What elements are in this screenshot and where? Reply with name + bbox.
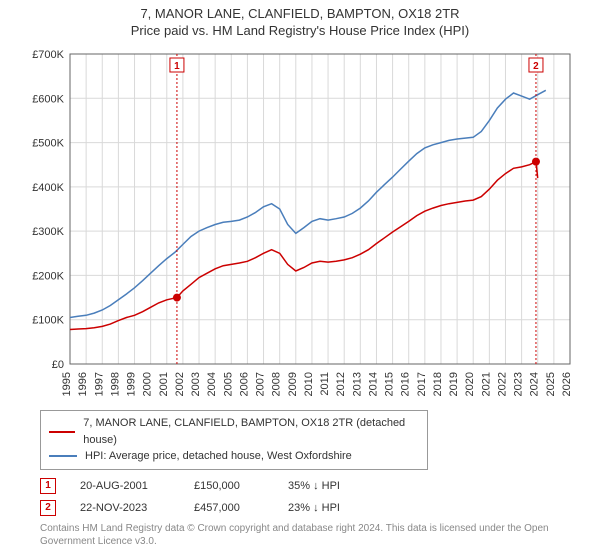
svg-text:2015: 2015 bbox=[384, 372, 396, 396]
svg-text:1: 1 bbox=[174, 61, 180, 72]
legend: 7, MANOR LANE, CLANFIELD, BAMPTON, OX18 … bbox=[40, 410, 428, 470]
svg-text:2022: 2022 bbox=[496, 372, 508, 396]
legend-row-property: 7, MANOR LANE, CLANFIELD, BAMPTON, OX18 … bbox=[49, 415, 419, 448]
svg-text:2026: 2026 bbox=[561, 372, 573, 396]
svg-text:2025: 2025 bbox=[545, 372, 557, 396]
svg-text:2013: 2013 bbox=[351, 372, 363, 396]
svg-text:2009: 2009 bbox=[287, 372, 299, 396]
svg-text:2000: 2000 bbox=[142, 372, 154, 396]
svg-text:2023: 2023 bbox=[513, 372, 525, 396]
event-badge-2: 2 bbox=[40, 500, 56, 516]
svg-text:£600K: £600K bbox=[32, 93, 64, 105]
legend-swatch-hpi bbox=[49, 455, 77, 457]
svg-text:2004: 2004 bbox=[206, 372, 218, 396]
svg-text:1997: 1997 bbox=[93, 372, 105, 396]
svg-text:2019: 2019 bbox=[448, 372, 460, 396]
line-chart-svg: £0 £100K £200K £300K £400K £500K £600K £700K 199… bbox=[20, 44, 580, 404]
svg-text:2014: 2014 bbox=[367, 372, 379, 396]
svg-text:£100K: £100K bbox=[32, 315, 64, 327]
svg-text:£0: £0 bbox=[52, 359, 64, 371]
svg-text:2024: 2024 bbox=[529, 372, 541, 396]
svg-text:2007: 2007 bbox=[255, 372, 267, 396]
svg-text:1996: 1996 bbox=[77, 372, 89, 396]
svg-text:£500K: £500K bbox=[32, 138, 64, 150]
svg-text:2017: 2017 bbox=[416, 372, 428, 396]
event-price-1: £150,000 bbox=[194, 480, 264, 492]
svg-text:2008: 2008 bbox=[271, 372, 283, 396]
chart-title-block: 7, MANOR LANE, CLANFIELD, BAMPTON, OX18 … bbox=[0, 0, 600, 38]
title-address: 7, MANOR LANE, CLANFIELD, BAMPTON, OX18 … bbox=[0, 6, 600, 21]
svg-text:£400K: £400K bbox=[32, 182, 64, 194]
svg-text:2002: 2002 bbox=[174, 372, 186, 396]
event-table: 1 20-AUG-2001 £150,000 35% ↓ HPI 2 22-NO… bbox=[40, 478, 600, 516]
svg-text:2020: 2020 bbox=[464, 372, 476, 396]
legend-label-property: 7, MANOR LANE, CLANFIELD, BAMPTON, OX18 … bbox=[83, 415, 419, 448]
event-row-1: 1 20-AUG-2001 £150,000 35% ↓ HPI bbox=[40, 478, 600, 494]
svg-text:1999: 1999 bbox=[126, 372, 138, 396]
svg-text:1995: 1995 bbox=[61, 372, 73, 396]
svg-text:2016: 2016 bbox=[400, 372, 412, 396]
svg-text:2021: 2021 bbox=[480, 372, 492, 396]
svg-text:£200K: £200K bbox=[32, 270, 64, 282]
legend-row-hpi: HPI: Average price, detached house, West… bbox=[49, 448, 419, 465]
svg-text:£700K: £700K bbox=[32, 49, 64, 61]
footnote: Contains HM Land Registry data © Crown c… bbox=[40, 522, 560, 548]
event-pct-1: 35% ↓ HPI bbox=[288, 480, 378, 492]
svg-text:2010: 2010 bbox=[303, 372, 315, 396]
chart-area: £0 £100K £200K £300K £400K £500K £600K £700K 199… bbox=[20, 44, 580, 404]
title-subtitle: Price paid vs. HM Land Registry's House … bbox=[0, 23, 600, 38]
svg-text:2: 2 bbox=[533, 61, 539, 72]
svg-text:2006: 2006 bbox=[238, 372, 250, 396]
svg-text:2005: 2005 bbox=[222, 372, 234, 396]
event-price-2: £457,000 bbox=[194, 502, 264, 514]
svg-text:2001: 2001 bbox=[158, 372, 170, 396]
svg-text:2003: 2003 bbox=[190, 372, 202, 396]
svg-text:£300K: £300K bbox=[32, 226, 64, 238]
event-badge-1: 1 bbox=[40, 478, 56, 494]
svg-text:2012: 2012 bbox=[335, 372, 347, 396]
event-date-1: 20-AUG-2001 bbox=[80, 480, 170, 492]
svg-text:2018: 2018 bbox=[432, 372, 444, 396]
legend-swatch-property bbox=[49, 431, 75, 433]
event-date-2: 22-NOV-2023 bbox=[80, 502, 170, 514]
svg-text:2011: 2011 bbox=[319, 372, 331, 396]
legend-label-hpi: HPI: Average price, detached house, West… bbox=[85, 448, 352, 465]
event-pct-2: 23% ↓ HPI bbox=[288, 502, 378, 514]
event-row-2: 2 22-NOV-2023 £457,000 23% ↓ HPI bbox=[40, 500, 600, 516]
svg-text:1998: 1998 bbox=[109, 372, 121, 396]
